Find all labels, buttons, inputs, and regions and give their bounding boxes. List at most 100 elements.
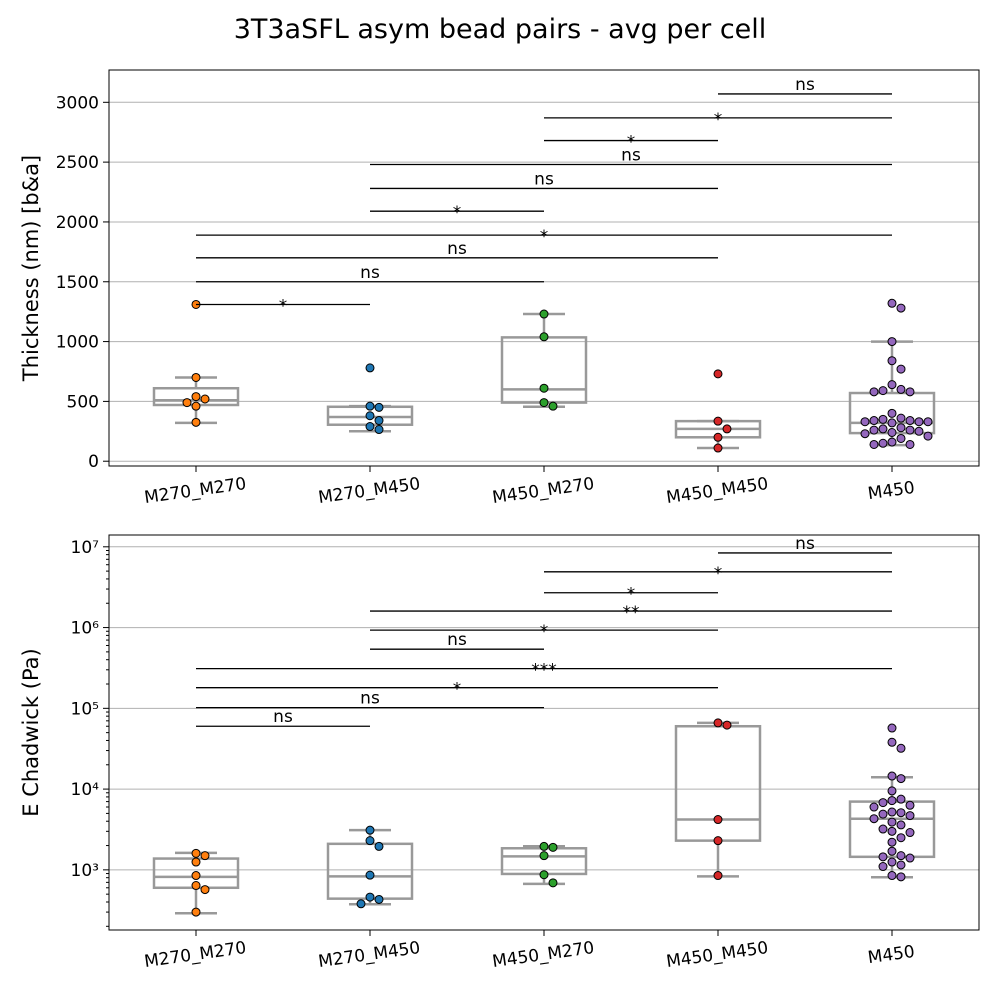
data-point-m450 <box>896 413 906 423</box>
data-point-m450-m450 <box>713 718 723 728</box>
significance-label: * <box>279 296 288 316</box>
data-point-m450 <box>869 387 879 397</box>
data-point-m450 <box>896 433 906 443</box>
y-tick-label: 3000 <box>56 93 99 113</box>
data-point-m450 <box>896 851 906 861</box>
iqr-box <box>500 336 588 404</box>
data-point-m450-m270 <box>548 878 558 888</box>
x-tick-label: M270_M450 <box>317 474 422 508</box>
significance-label: ns <box>795 534 815 554</box>
data-point-m450 <box>914 426 924 436</box>
data-point-m450 <box>878 424 888 434</box>
significance-label: * <box>540 227 549 247</box>
data-point-m450 <box>887 817 897 827</box>
data-point-m450 <box>896 743 906 753</box>
significance-label: * <box>540 622 549 642</box>
data-point-m450-m450 <box>713 369 723 379</box>
y-tick-label: 10⁷ <box>71 538 100 558</box>
significance-label: ns <box>447 630 467 650</box>
y-tick-label: 10⁴ <box>71 780 100 800</box>
data-point-m270-m270 <box>200 394 210 404</box>
data-point-m270-m270 <box>191 392 201 402</box>
data-point-m270-m270 <box>182 398 192 408</box>
data-point-m270-m270 <box>191 871 201 881</box>
data-point-m270-m450 <box>365 892 375 902</box>
data-point-m270-m450 <box>365 363 375 373</box>
y-tick-label: 2500 <box>56 153 99 173</box>
x-tick-label: M450_M270 <box>491 938 596 972</box>
data-point-m450 <box>905 828 915 838</box>
data-point-m450 <box>923 431 933 441</box>
data-point-m450 <box>887 796 897 806</box>
data-point-m450 <box>887 826 897 836</box>
data-point-m450 <box>860 429 870 439</box>
significance-label: ns <box>795 75 815 95</box>
significance-label: * <box>627 585 636 605</box>
box-m450-m270 <box>500 312 588 409</box>
data-point-m450 <box>887 737 897 747</box>
data-point-m450 <box>887 428 897 438</box>
data-point-m450-m270 <box>539 309 549 319</box>
significance-label: * <box>714 564 723 584</box>
data-point-m450 <box>878 798 888 808</box>
data-point-m450 <box>896 820 906 830</box>
data-point-m450 <box>905 425 915 435</box>
data-point-m450 <box>887 723 897 733</box>
data-point-m270-m450 <box>356 899 366 909</box>
y-tick-label: 1000 <box>56 333 99 353</box>
box-m450-m450 <box>674 721 762 878</box>
data-point-m450 <box>896 872 906 882</box>
figure-title: 3T3aSFL asym bead pairs - avg per cell <box>233 14 767 45</box>
data-point-m270-m450 <box>374 894 384 904</box>
data-point-m450 <box>887 807 897 817</box>
data-point-m450 <box>905 853 915 863</box>
data-point-m450 <box>905 439 915 449</box>
data-point-m450-m450 <box>713 432 723 442</box>
data-point-m270-m270 <box>191 857 201 867</box>
data-point-m270-m450 <box>374 416 384 426</box>
significance-label: * <box>714 110 723 130</box>
x-tick-label: M450_M450 <box>665 474 770 508</box>
data-point-m450 <box>896 860 906 870</box>
data-point-m450 <box>905 800 915 810</box>
data-point-m450 <box>869 425 879 435</box>
data-point-m450 <box>887 298 897 308</box>
y-tick-label: 10⁶ <box>71 619 100 639</box>
y-tick-label: 0 <box>88 452 99 472</box>
x-tick-label: M450_M450 <box>665 938 770 972</box>
thickness-panel: 050010001500200025003000*nsns**nsns**nsM… <box>19 69 980 508</box>
data-point-m270-m450 <box>374 402 384 412</box>
data-point-m270-m450 <box>374 841 384 851</box>
data-point-m450 <box>887 786 897 796</box>
data-point-m450 <box>869 416 879 426</box>
data-point-m450 <box>887 356 897 366</box>
data-point-m450 <box>878 824 888 834</box>
data-point-m450-m450 <box>713 871 723 881</box>
data-point-m270-m450 <box>374 425 384 435</box>
data-point-m450 <box>878 809 888 819</box>
data-point-m450 <box>896 364 906 374</box>
data-point-m450 <box>896 423 906 433</box>
significance-label: * <box>453 680 462 700</box>
data-point-m450-m270 <box>539 398 549 408</box>
data-point-m450-m450 <box>713 443 723 453</box>
data-point-m270-m450 <box>365 836 375 846</box>
data-point-m450 <box>887 337 897 347</box>
data-point-m450 <box>896 774 906 784</box>
significance-label: ns <box>273 707 293 727</box>
significance-label: ns <box>447 239 467 259</box>
data-point-m450-m450 <box>722 720 732 730</box>
y-tick-label: 10⁵ <box>71 699 99 719</box>
data-point-m450-m450 <box>722 424 732 434</box>
data-point-m450-m270 <box>539 851 549 861</box>
data-point-m450 <box>887 771 897 781</box>
significance-label: ns <box>360 263 380 283</box>
data-point-m450 <box>887 846 897 856</box>
x-tick-label: M270_M270 <box>143 474 248 508</box>
data-point-m450 <box>878 386 888 396</box>
data-point-m270-m270 <box>191 907 201 917</box>
data-point-m450 <box>905 416 915 426</box>
data-point-m270-m450 <box>365 825 375 835</box>
